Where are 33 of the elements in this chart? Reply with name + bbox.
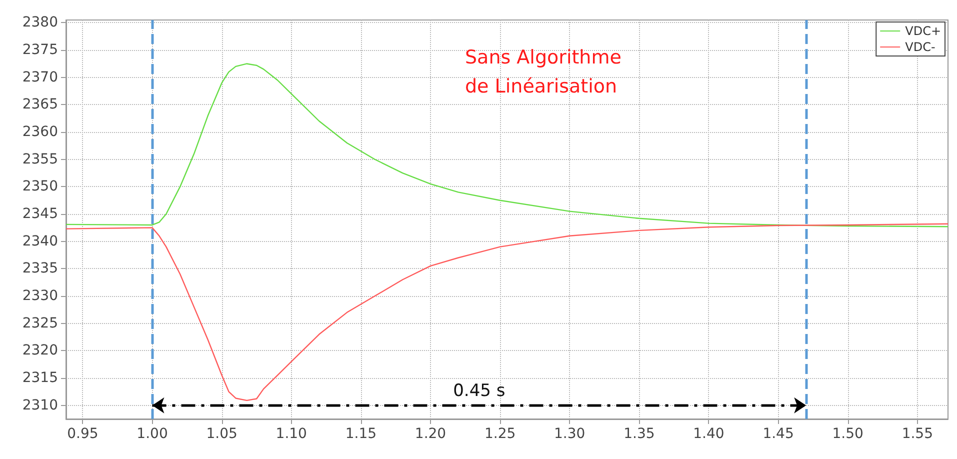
y-tick-label: 2330 <box>22 288 58 304</box>
x-tick-label: 1.40 <box>693 426 724 442</box>
legend-label: VDC- <box>905 40 936 54</box>
text: Sans Algorithme de Linéarisation <box>465 46 628 98</box>
y-tick-label: 2375 <box>22 42 58 58</box>
y-tick-label: 2340 <box>22 233 58 250</box>
y-tick-label: 2380 <box>22 14 58 31</box>
x-tick-label: 1.45 <box>762 426 794 442</box>
x-tick-label: 1.35 <box>624 426 655 442</box>
y-tick-label: 2315 <box>22 370 58 386</box>
x-tick-label: 1.10 <box>276 426 307 442</box>
x-tick-label: 1.25 <box>484 426 516 442</box>
line-series <box>65 223 949 402</box>
x-tick-label: 1.30 <box>554 426 586 442</box>
x-tick-label: 1.20 <box>414 426 446 442</box>
y-tick-label: 2325 <box>22 315 58 332</box>
y-tick-label: 2370 <box>22 69 58 86</box>
y-tick-label: 2365 <box>22 96 58 113</box>
x-tick-label: 1.00 <box>136 426 168 442</box>
x-tick-label: 1.05 <box>206 426 238 442</box>
x-tick-label: 0.95 <box>67 426 98 442</box>
annotation: 0.45 s <box>453 380 506 401</box>
x-tick-label: 1.15 <box>345 426 377 442</box>
y-tick-label: 2355 <box>22 151 58 168</box>
y-tick-label: 2360 <box>22 124 58 140</box>
x-tick-label: 1.55 <box>902 426 933 442</box>
y-tick-label: 2335 <box>22 260 58 277</box>
y-tick-label: 2350 <box>22 178 58 195</box>
x-tick-label: 1.50 <box>832 426 864 442</box>
y-tick-label: 2320 <box>22 342 58 359</box>
legend-label: VDC+ <box>905 24 942 38</box>
y-tick-label: 2345 <box>22 206 58 222</box>
y-tick-label: 2310 <box>22 397 58 414</box>
